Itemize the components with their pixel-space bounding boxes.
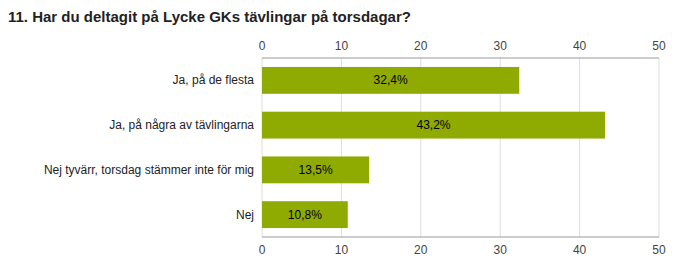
data-labels: 32,4% 43,2% 13,5% 10,8% — [288, 73, 451, 221]
chart-container: 11. Har du deltagit på Lycke GKs tävling… — [0, 0, 681, 265]
x-tick-label-top: 0 — [259, 39, 266, 53]
y-tick-label: Nej — [236, 208, 254, 222]
x-tick-label-top: 30 — [494, 39, 508, 53]
y-tick-labels: Ja, på de flesta Ja, på några av tävlinga… — [44, 73, 254, 221]
x-tick-label: 0 — [259, 243, 266, 257]
x-tick-label-top: 10 — [335, 39, 349, 53]
x-axis-line — [262, 237, 659, 238]
bar — [262, 201, 348, 228]
x-tick-label: 20 — [414, 243, 428, 257]
x-axis-line-top — [262, 58, 659, 59]
data-label: 43,2% — [416, 118, 450, 132]
bar — [262, 156, 369, 183]
x-tick-label-top: 20 — [414, 39, 428, 53]
y-tick-label: Ja, på de flesta — [173, 73, 255, 87]
bar — [262, 112, 605, 139]
bars — [262, 67, 605, 228]
data-label: 32,4% — [374, 73, 408, 87]
data-label: 10,8% — [288, 208, 322, 222]
bar — [262, 67, 519, 94]
x-tick-label-top: 40 — [573, 39, 587, 53]
x-tick-label: 50 — [652, 243, 666, 257]
grid — [262, 58, 659, 237]
chart: 11. Har du deltagit på Lycke GKs tävling… — [0, 0, 681, 265]
x-tick-label: 10 — [335, 243, 349, 257]
x-tick-label-top: 50 — [652, 39, 666, 53]
y-tick-label: Ja, på några av tävlingarna — [109, 118, 254, 132]
grid-line — [659, 58, 660, 237]
x-tick-label: 40 — [573, 243, 587, 257]
grid-line — [579, 58, 580, 237]
x-tick-label: 30 — [494, 243, 508, 257]
y-tick-label: Nej tyvärr, torsdag stämmer inte för mig — [44, 163, 254, 177]
title: 11. Har du deltagit på Lycke GKs tävling… — [8, 8, 411, 25]
data-label: 13,5% — [299, 163, 333, 177]
